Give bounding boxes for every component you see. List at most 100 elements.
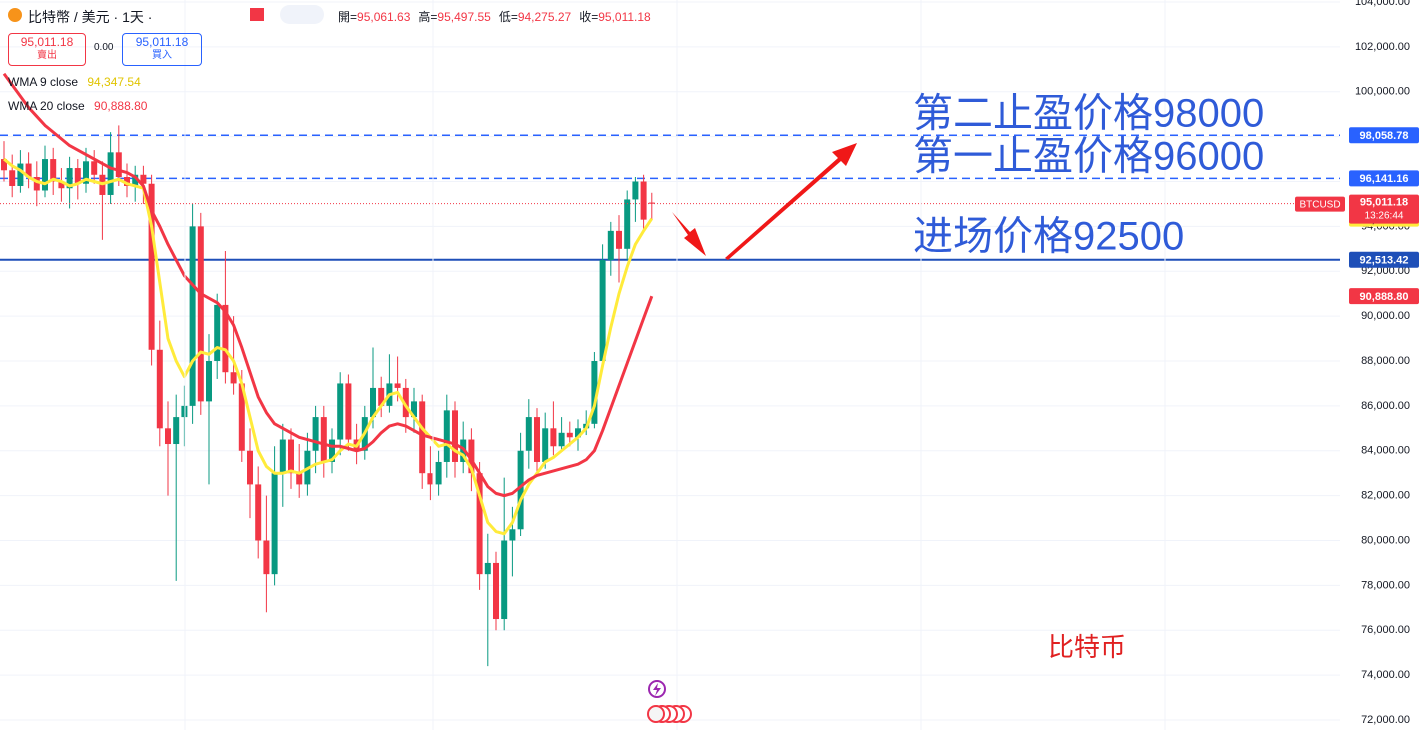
- candle-body: [312, 417, 319, 451]
- y-tick-label: 104,000.00: [1355, 0, 1410, 8]
- candle-body: [74, 168, 81, 184]
- candle-body: [42, 159, 48, 191]
- ohlc-label: 高=: [418, 10, 438, 24]
- coin-icon: [8, 8, 22, 22]
- y-tick-label: 80,000.00: [1361, 534, 1410, 546]
- price-tag: [1349, 251, 1419, 268]
- candle-body: [140, 174, 147, 184]
- y-tick-label: 76,000.00: [1361, 624, 1410, 636]
- candle-body: [107, 152, 114, 195]
- ma-line: [3, 157, 654, 536]
- y-tick-label: 82,000.00: [1361, 490, 1410, 502]
- candle-body: [443, 410, 450, 462]
- y-tick-label: 100,000.00: [1355, 86, 1410, 98]
- candle-body: [427, 473, 434, 485]
- candle-body: [517, 450, 524, 530]
- price-tag-label: 96,141.16: [1360, 173, 1409, 185]
- sell-button[interactable]: 95,011.18 賣出: [8, 33, 86, 66]
- candle-body: [206, 361, 212, 402]
- y-tick-label: 78,000.00: [1361, 579, 1410, 591]
- candle-body: [279, 439, 286, 474]
- candle-body: [345, 383, 352, 440]
- legend-name: WMA 20 close: [8, 99, 85, 113]
- arrow: [725, 143, 857, 260]
- legend-name: WMA 9 close: [8, 75, 79, 89]
- candle-body: [238, 383, 245, 451]
- y-tick-label: 92,000.00: [1361, 265, 1410, 277]
- ma-line: [2, 72, 654, 498]
- ohlc: 開=95,061.63 高=95,497.55 低=94,275.27 收=95,01…: [338, 8, 659, 25]
- candle-body: [197, 226, 204, 402]
- buy-label: 買入: [152, 50, 172, 61]
- ohlc-label: 開=: [338, 10, 358, 24]
- candle-body: [591, 361, 598, 424]
- candle-body: [435, 461, 442, 485]
- y-tick-label: 72,000.00: [1361, 714, 1410, 726]
- candle-body: [616, 230, 622, 249]
- candle-body: [148, 183, 155, 350]
- candle-body: [329, 439, 335, 462]
- price-tag: [1349, 170, 1419, 187]
- y-tick-label: 74,000.00: [1361, 669, 1410, 681]
- y-tick-label: 90,000.00: [1361, 310, 1410, 322]
- candle-body: [156, 349, 163, 429]
- candle-body: [222, 304, 229, 373]
- event-icons: [647, 680, 692, 723]
- candle-body: [468, 439, 475, 474]
- candle-body: [25, 163, 32, 178]
- annotation: 第一止盈价格96000: [913, 135, 1264, 179]
- price-tag: [1349, 288, 1419, 305]
- candle-body: [378, 387, 385, 406]
- plot: [0, 1, 1340, 721]
- y-tick-label: 84,000.00: [1361, 445, 1410, 457]
- candle-body: [230, 372, 237, 384]
- spread: 0.00: [94, 42, 114, 53]
- y-tick-label: 86,000.00: [1361, 400, 1410, 412]
- symbol[interactable]: 比特幣 / 美元 · 1天 ·: [28, 9, 153, 25]
- candle-body: [165, 428, 171, 445]
- candle-body: [17, 163, 24, 186]
- candle-body: [411, 401, 417, 418]
- candle-body: [181, 405, 188, 418]
- candle-body: [640, 181, 647, 220]
- candle-body: [255, 484, 262, 541]
- flag-icon[interactable]: [250, 8, 264, 21]
- candle-body: [33, 177, 40, 191]
- price-tag: [1349, 127, 1419, 144]
- indicator-toggle[interactable]: [280, 5, 324, 24]
- candle-body: [558, 432, 565, 447]
- candle-body: [337, 383, 344, 440]
- legend-wma20: WMA 20 close 90,888.80: [8, 99, 147, 113]
- candle-body: [452, 410, 458, 462]
- price-tag-label: 98,058.78: [1360, 130, 1409, 142]
- candle-body: [632, 181, 639, 200]
- legend-value: 94,347.54: [87, 75, 141, 89]
- candle-body: [394, 383, 401, 388]
- annotation: 第二止盈价格98000: [913, 92, 1264, 136]
- candle-body: [66, 168, 73, 189]
- candle-body: [484, 562, 491, 575]
- candle-body: [501, 540, 508, 620]
- legend-wma9: WMA 9 close 94,347.54: [8, 75, 141, 89]
- candle-body: [83, 161, 89, 184]
- candle-body: [288, 439, 294, 474]
- candle-body: [550, 428, 557, 447]
- candle-body: [132, 174, 139, 186]
- candle-body: [476, 473, 483, 575]
- price-tag-label: 95,011.18: [1360, 197, 1408, 209]
- candle-body: [575, 428, 581, 438]
- candle-body: [58, 181, 65, 189]
- candle-body: [91, 161, 98, 175]
- symbol-tag-label: BTCUSD: [1299, 199, 1340, 210]
- buy-button[interactable]: 95,011.18 買入: [122, 33, 202, 66]
- price-axis: 72,000.00 74,000.00 76,000.00 78,000.00 80,0…: [1295, 0, 1419, 726]
- watermark: 比特币: [1048, 632, 1126, 662]
- candle-body: [1, 159, 7, 171]
- price-tag: [1349, 194, 1419, 224]
- candle-body: [296, 473, 303, 485]
- countdown: 13:26:44: [1365, 210, 1404, 221]
- candle-body: [419, 401, 426, 474]
- v-grid: [184, 0, 1166, 730]
